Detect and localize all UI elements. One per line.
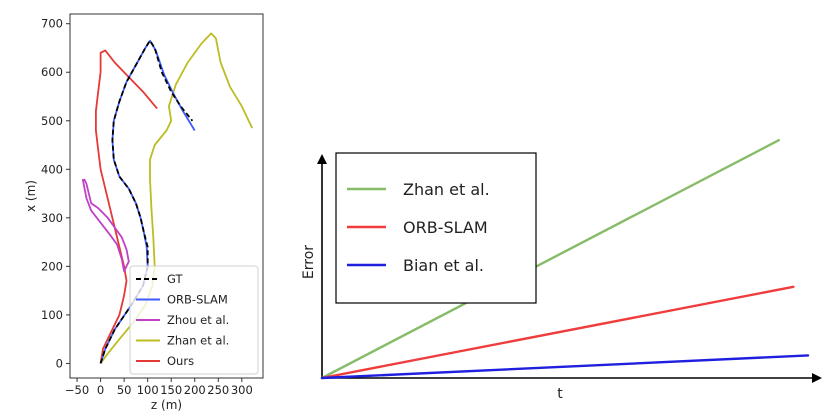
- series-line-zhan-et-al-: [320, 139, 780, 380]
- y-axis-label: Error: [301, 245, 317, 279]
- y-tick-label: 600: [41, 65, 63, 79]
- x-tick-label: −50: [65, 383, 89, 397]
- legend-label: GT: [167, 272, 184, 286]
- y-tick-label: 700: [41, 17, 63, 31]
- x-tick-label: 50: [117, 383, 132, 397]
- x-tick-label: 150: [160, 383, 182, 397]
- legend-label: ORB-SLAM: [403, 218, 488, 237]
- plot-frame: [69, 13, 264, 379]
- series-line-orb-slam: [320, 285, 795, 380]
- trajectory-chart: −50 0 50 100 150 200 250 3000100200300400500600…: [24, 13, 264, 412]
- y-tick-label: 300: [41, 211, 63, 225]
- series-line-ours: [95, 49, 158, 364]
- legend-label: Ours: [167, 354, 194, 368]
- legend-box: [129, 265, 259, 375]
- y-tick-label: 500: [41, 114, 63, 128]
- legend-label: Zhou et al.: [167, 313, 229, 327]
- x-tick-label: 0: [97, 383, 104, 397]
- y-tick-label: 200: [41, 259, 63, 273]
- x-tick-label: 250: [207, 383, 229, 397]
- legend-label: Bian et al.: [403, 256, 484, 275]
- y-tick-label: 400: [41, 162, 63, 176]
- series-line-bian-et-al-: [320, 354, 810, 380]
- legend-label: ORB-SLAM: [167, 293, 228, 307]
- x-tick-label: 100: [137, 383, 159, 397]
- y-axis-label: x (m): [24, 180, 38, 212]
- x-axis-arrow: [812, 373, 822, 383]
- x-tick-label: 300: [231, 383, 253, 397]
- legend-label: Zhan et al.: [403, 180, 490, 199]
- legend-label: Zhan et al.: [167, 334, 229, 348]
- y-tick-label: 0: [56, 356, 63, 370]
- x-axis-label: t: [557, 386, 563, 402]
- y-axis-arrow: [317, 154, 327, 164]
- series-line-zhou-et-al-: [81, 178, 130, 273]
- y-tick-label: 100: [41, 308, 63, 322]
- x-axis-label: z (m): [151, 398, 182, 412]
- x-tick-label: 200: [184, 383, 206, 397]
